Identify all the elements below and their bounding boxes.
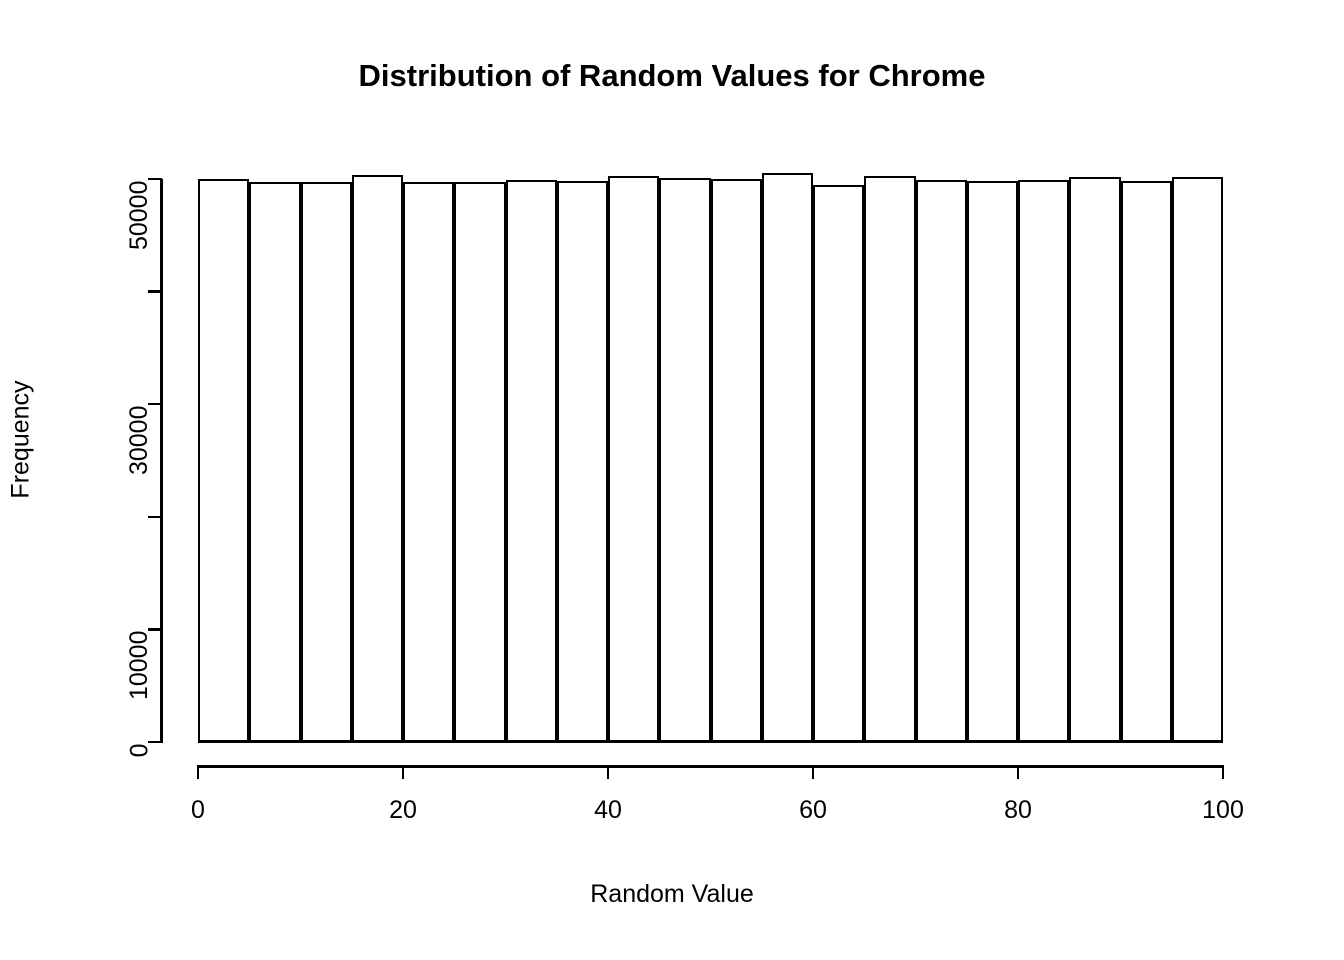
x-axis-tick bbox=[811, 765, 815, 779]
histogram-bar bbox=[864, 175, 916, 742]
x-axis-tick bbox=[196, 765, 200, 779]
x-axis-tick bbox=[1221, 765, 1225, 779]
x-axis-tick-label: 60 bbox=[799, 796, 827, 824]
x-axis-line bbox=[198, 765, 1223, 768]
histogram-bar bbox=[556, 180, 608, 742]
histogram-bar bbox=[1069, 177, 1121, 742]
histogram-bar bbox=[1120, 180, 1172, 742]
y-axis-tick bbox=[148, 628, 162, 631]
x-axis-tick bbox=[606, 765, 610, 779]
bar-baseline bbox=[198, 740, 1223, 743]
histogram-bar bbox=[454, 181, 506, 742]
histogram-bar bbox=[1018, 180, 1070, 742]
y-axis-tick bbox=[148, 290, 162, 293]
histogram-bar bbox=[505, 179, 557, 742]
y-axis-tick bbox=[148, 515, 162, 519]
x-axis-tick-label: 0 bbox=[191, 796, 205, 824]
y-axis-tick bbox=[148, 177, 162, 181]
x-axis-tick-label: 20 bbox=[389, 796, 417, 824]
histogram-bar bbox=[659, 178, 711, 742]
plot-area bbox=[198, 160, 1223, 742]
y-axis-line bbox=[160, 179, 163, 743]
histogram-bar bbox=[1171, 177, 1223, 742]
y-axis-tick bbox=[148, 402, 162, 406]
x-axis-tick-label: 100 bbox=[1202, 796, 1244, 824]
histogram-bar bbox=[710, 179, 762, 742]
x-axis-tick-label: 40 bbox=[594, 796, 622, 824]
histogram-bar bbox=[351, 175, 403, 742]
histogram-bar bbox=[966, 181, 1018, 742]
histogram-bar bbox=[608, 175, 660, 742]
y-axis-tick-label: 0 bbox=[125, 743, 154, 758]
histogram-bar bbox=[300, 182, 352, 742]
histogram-bar bbox=[761, 173, 813, 742]
chart-title: Distribution of Random Values for Chrome bbox=[358, 58, 986, 93]
histogram-bar bbox=[403, 181, 455, 742]
y-axis-tick bbox=[148, 740, 162, 744]
y-axis-title: Frequency bbox=[6, 380, 35, 499]
histogram-bar bbox=[249, 182, 301, 742]
histogram-bar bbox=[915, 179, 967, 742]
y-axis-tick-label: 50000 bbox=[125, 180, 154, 251]
histogram-bar bbox=[813, 185, 865, 742]
histogram-bar bbox=[198, 179, 250, 742]
x-axis-tick bbox=[401, 765, 405, 779]
x-axis-tick-label: 80 bbox=[1004, 796, 1032, 824]
x-axis-tick bbox=[1016, 765, 1020, 779]
y-axis-tick-label: 10000 bbox=[125, 630, 154, 701]
x-axis-title: Random Value bbox=[590, 880, 754, 908]
y-axis-tick-label: 30000 bbox=[125, 405, 154, 476]
